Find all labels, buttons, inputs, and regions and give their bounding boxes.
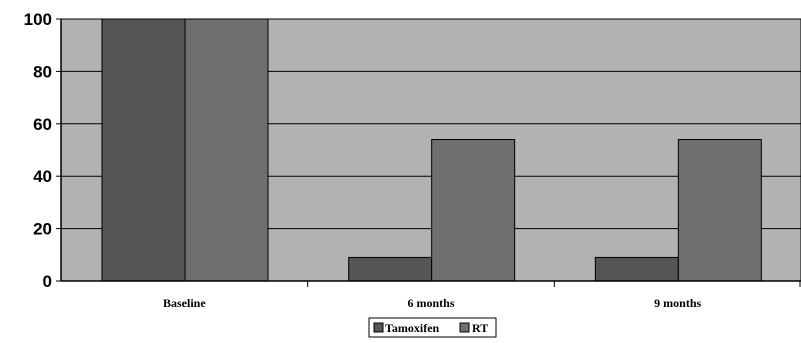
y-axis-ticks: 0 20 40 60 80 100	[24, 10, 61, 291]
bar-tamoxifen-6-months	[348, 256, 433, 282]
x-category-label: Baseline	[163, 296, 206, 310]
bars	[101, 18, 762, 282]
bar-rt-6-months	[431, 139, 516, 282]
y-tick-label: 60	[33, 115, 52, 134]
y-tick-label: 40	[33, 167, 52, 186]
y-tick-label: 0	[43, 272, 52, 291]
y-tick-label: 100	[24, 10, 52, 29]
legend: Tamoxifen RT	[368, 317, 497, 338]
bar-rt-baseline	[184, 18, 269, 282]
legend-swatch-tamoxifen	[373, 322, 384, 333]
legend-label-rt: RT	[472, 321, 488, 335]
legend-swatch-rt	[459, 322, 470, 333]
y-tick-label: 20	[33, 220, 52, 239]
bar-rt-9-months	[677, 139, 762, 282]
x-axis-ticks: Baseline 6 months 9 months	[163, 281, 801, 310]
bar-tamoxifen-baseline	[101, 18, 186, 282]
bar-tamoxifen-9-months	[594, 256, 679, 282]
x-category-label: 9 months	[654, 296, 701, 310]
x-category-label: 6 months	[407, 296, 454, 310]
y-tick-label: 80	[33, 62, 52, 81]
legend-label-tamoxifen: Tamoxifen	[385, 321, 440, 335]
